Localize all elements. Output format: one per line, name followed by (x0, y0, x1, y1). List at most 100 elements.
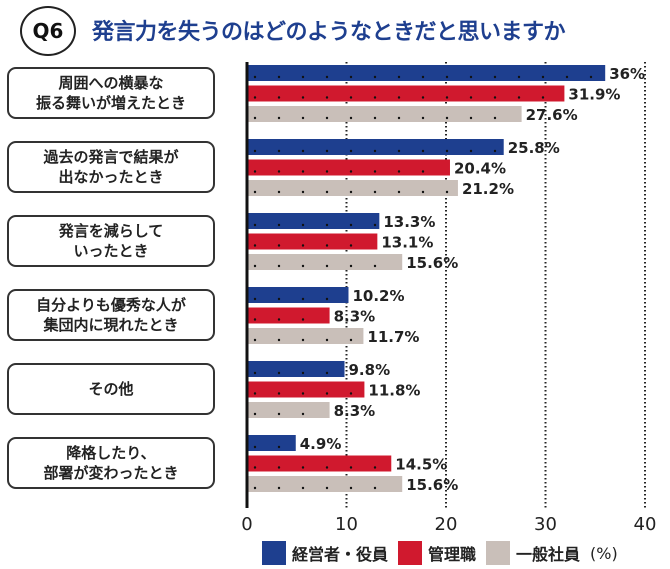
bar-dot (253, 264, 257, 268)
bar-dot (325, 170, 329, 173)
bar-dot (469, 116, 473, 120)
bar-dot (349, 223, 353, 227)
bar-dot (301, 149, 305, 153)
category-label: 周囲への横暴な 振る舞いが増えたとき (7, 67, 215, 119)
bar-dot (301, 223, 305, 227)
bar-dot (277, 486, 281, 490)
bar-dot (445, 96, 449, 99)
bar-dot (373, 116, 377, 120)
bar-dot (373, 264, 377, 268)
bar-dot (325, 297, 329, 301)
value-label: 31.9% (568, 86, 620, 104)
bar-dot (253, 297, 257, 301)
x-tick-label: 40 (634, 514, 657, 535)
bar (247, 307, 330, 324)
value-label: 25.8% (508, 139, 560, 157)
bar-dot (277, 371, 281, 375)
bar-dot (349, 96, 353, 99)
bar-dot (397, 170, 401, 173)
bar-dot (397, 96, 401, 99)
bar-dot (253, 466, 257, 469)
value-label: 9.8% (349, 361, 391, 379)
bar-dot (421, 75, 425, 79)
bar-dot (445, 190, 449, 194)
bar-dot (349, 190, 353, 194)
bar-dot (541, 75, 545, 79)
bar-dot (421, 116, 425, 120)
category-label: 過去の発言で結果が 出なかったとき (7, 141, 215, 193)
bar-dot (277, 445, 281, 449)
bar-dot (253, 170, 257, 173)
bar (247, 85, 565, 102)
bar (247, 328, 364, 344)
bar-dot (349, 264, 353, 268)
bar-dot (325, 264, 329, 268)
unit-label: (%) (590, 543, 618, 563)
value-label: 27.6% (526, 106, 578, 124)
bar (247, 287, 349, 303)
bar-dot (373, 466, 377, 469)
value-label: 4.9% (300, 435, 342, 453)
bar-dot (301, 75, 305, 79)
bar-dot (349, 392, 353, 395)
bar (247, 233, 378, 250)
value-label: 36% (609, 65, 645, 83)
bar-dot (277, 412, 281, 416)
bar-dot (349, 170, 353, 173)
bar-dot (277, 75, 281, 79)
bar-dot (493, 116, 497, 120)
bar-dot (253, 75, 257, 79)
legend-swatch-2 (486, 541, 511, 565)
bar (247, 106, 522, 122)
bar-dot (253, 96, 257, 99)
legend-swatch-1 (398, 541, 423, 565)
category-label: 発言を減らして いったとき (7, 215, 215, 267)
x-tick-label: 10 (335, 514, 358, 535)
bar (247, 476, 403, 492)
bar-dot (493, 96, 497, 99)
bar-dot (349, 116, 353, 120)
legend-label-0: 経営者・役員 (292, 545, 389, 564)
bar-dot (253, 116, 257, 120)
bar-dot (349, 75, 353, 79)
bar-dot (325, 75, 329, 79)
bar-dot (301, 264, 305, 268)
bar-dot (301, 244, 305, 247)
bar-dot (277, 466, 281, 469)
bar (247, 139, 504, 155)
bar-dot (301, 486, 305, 490)
bar-dot (445, 75, 449, 79)
bar-dot (277, 264, 281, 268)
bar-dot (301, 170, 305, 173)
bar-dot (277, 244, 281, 247)
bar-dot (445, 116, 449, 120)
legend-label-2: 一般社員 (516, 545, 581, 564)
bar-dot (301, 297, 305, 301)
bar-dot (277, 149, 281, 153)
category-label: 自分よりも優秀な人が 集団内に現れたとき (7, 289, 215, 341)
bar-dot (517, 75, 521, 79)
bar-dot (349, 338, 353, 342)
bar-dot (325, 190, 329, 194)
category-label: 降格したり、 部署が変わったとき (7, 437, 215, 489)
bar-dot (373, 149, 377, 153)
bar-dot (253, 223, 257, 227)
bar-dot (277, 170, 281, 173)
bar-dot (253, 190, 257, 194)
bar-dot (325, 392, 329, 395)
bar-dot (469, 75, 473, 79)
bar (247, 455, 392, 472)
bar-dot (349, 244, 353, 247)
value-label: 15.6% (406, 254, 458, 272)
bar-dot (253, 412, 257, 416)
bar-dot (349, 149, 353, 153)
bar (247, 159, 450, 176)
bar-dot (397, 116, 401, 120)
bar-dot (301, 318, 305, 321)
bar-dot (373, 190, 377, 194)
bar-dot (349, 486, 353, 490)
bar-dot (301, 338, 305, 342)
bar-dot (253, 445, 257, 449)
